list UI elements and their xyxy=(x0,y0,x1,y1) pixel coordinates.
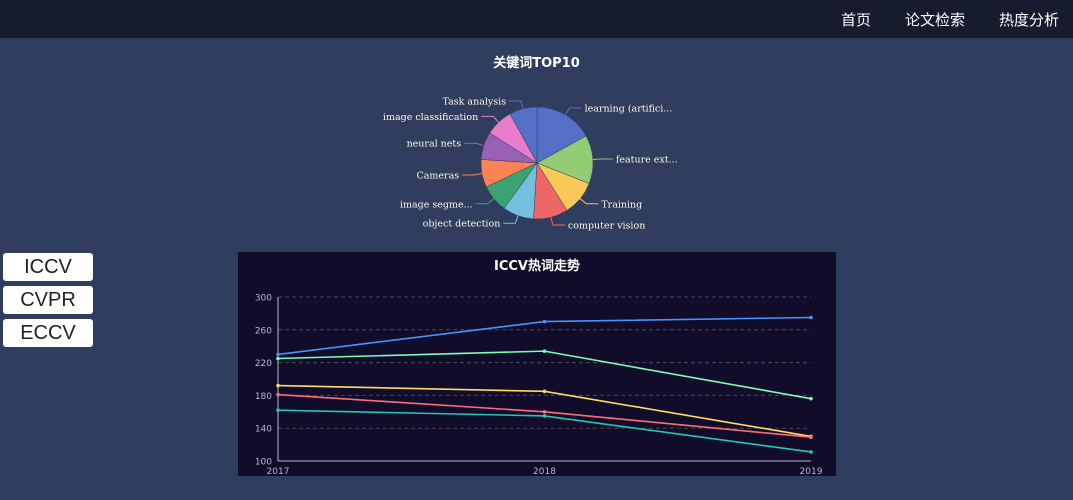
x-tick-label: 2019 xyxy=(800,467,823,476)
series-point[interactable] xyxy=(542,410,547,414)
series-point[interactable] xyxy=(542,349,547,353)
pie-slice-label: computer vision xyxy=(568,220,645,231)
iccv-button[interactable]: ICCV xyxy=(3,253,93,281)
pie-slice[interactable] xyxy=(536,106,587,164)
y-tick-label: 180 xyxy=(255,392,272,402)
top-navbar: 首页 论文检索 热度分析 xyxy=(0,0,1073,38)
pie-chart-title: 关键词TOP10 xyxy=(493,56,580,71)
y-tick-label: 300 xyxy=(255,294,272,304)
pie-label-line xyxy=(592,158,613,160)
y-tick-label: 220 xyxy=(255,359,272,369)
pie-slice-label: feature ext... xyxy=(616,154,678,165)
pie-slice-label: Training xyxy=(601,199,642,210)
series-point[interactable] xyxy=(276,408,280,412)
series-point[interactable] xyxy=(809,315,813,320)
pie-label-line xyxy=(503,215,519,224)
pie-label-line xyxy=(550,217,565,226)
pie-slice-label: Cameras xyxy=(416,170,459,181)
y-tick-label: 140 xyxy=(255,425,272,435)
nav-paper-search[interactable]: 论文检索 xyxy=(904,10,965,29)
nav-menu: 首页 论文检索 热度分析 xyxy=(841,0,1059,38)
series-point[interactable] xyxy=(276,392,280,397)
series-point[interactable] xyxy=(276,352,280,357)
conference-selector: ICCV CVPR ECCV xyxy=(3,253,93,352)
pie-slice-label: learning (artifici... xyxy=(585,103,673,114)
pie-label-line xyxy=(462,173,483,176)
series-point[interactable] xyxy=(809,450,813,454)
pie-label-line xyxy=(565,107,582,116)
series-point[interactable] xyxy=(276,356,280,361)
keyword-pie-chart: learning (artifici... feature ext... Train… xyxy=(383,96,678,231)
pie-slice[interactable] xyxy=(509,106,538,164)
pie-slice-label: neural nets xyxy=(407,139,462,150)
pie-label-line xyxy=(509,100,524,109)
series-point[interactable] xyxy=(276,383,280,388)
y-tick-label: 100 xyxy=(255,458,272,468)
line-chart-title: ICCV热词走势 xyxy=(494,259,580,274)
pie-label-line xyxy=(579,198,599,205)
nav-home[interactable]: 首页 xyxy=(840,10,871,29)
pie-label-line xyxy=(481,115,500,123)
hotword-trend-chart: 100 140 180 220 260 300 2017 2018 2019 xyxy=(255,294,823,477)
series-point[interactable] xyxy=(542,389,547,394)
y-tick-label: 260 xyxy=(255,326,272,336)
series-point[interactable] xyxy=(809,396,813,401)
series-point[interactable] xyxy=(809,435,813,440)
cvpr-button[interactable]: CVPR xyxy=(3,286,93,314)
x-tick-label: 2017 xyxy=(267,467,290,476)
pie-slice-label: image classification xyxy=(383,112,478,123)
series-point[interactable] xyxy=(542,319,547,324)
pie-label-line xyxy=(475,198,495,205)
eccv-button[interactable]: ECCV xyxy=(3,319,93,347)
series-point[interactable] xyxy=(542,414,547,418)
x-tick-label: 2018 xyxy=(533,467,556,476)
pie-slice-label: Task analysis xyxy=(443,97,507,108)
pie-slice-label: image segme... xyxy=(400,199,473,210)
pie-label-line xyxy=(464,142,484,147)
trend-chart-panel: ICCV热词走势 100 140 180 220 260 300 2017 2018 2019 xyxy=(238,252,836,476)
nav-heat-analysis[interactable]: 热度分析 xyxy=(998,10,1059,29)
pie-slice-label: object detection xyxy=(423,219,501,230)
